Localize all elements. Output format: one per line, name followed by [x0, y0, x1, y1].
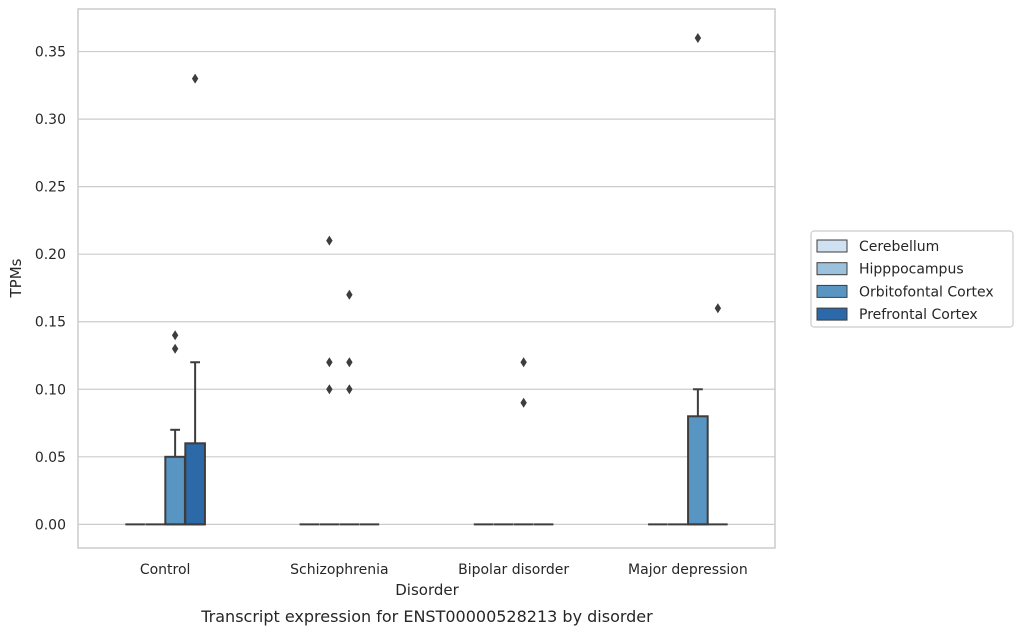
box-group — [184, 73, 206, 526]
legend-label: Cerebellum — [859, 239, 939, 255]
y-tick-label: 0.20 — [35, 247, 66, 263]
outlier-point — [346, 357, 353, 368]
legend-swatch — [816, 307, 848, 321]
outlier-point — [520, 357, 527, 368]
box-body — [164, 455, 186, 526]
x-axis-label: Disorder — [395, 581, 459, 599]
x-tick-label: Major depression — [628, 562, 748, 578]
outlier-point — [326, 235, 333, 246]
outlier-point — [346, 384, 353, 395]
y-tick-label: 0.05 — [35, 450, 66, 466]
outlier-point — [171, 343, 179, 354]
chart-caption: Transcript expression for ENST0000052821… — [200, 607, 653, 626]
outlier-point — [191, 73, 199, 84]
legend-label: Hipppocampus — [859, 262, 964, 278]
x-tick-label: Schizophrenia — [290, 562, 388, 578]
y-tick-label: 0.35 — [35, 45, 66, 61]
x-tick-label: Control — [140, 562, 191, 578]
box-body — [687, 415, 709, 526]
legend-swatch — [816, 239, 848, 253]
y-tick-label: 0.00 — [35, 517, 66, 533]
outlier-point — [346, 289, 353, 300]
box-body — [184, 442, 206, 526]
outlier-point — [520, 397, 527, 408]
outlier-point — [171, 330, 179, 341]
outlier-point — [326, 384, 333, 395]
boxes — [125, 33, 728, 526]
y-axis-ticks: 0.00 0.05 0.10 0.15 0.20 0.25 0.30 0.35 — [35, 45, 66, 534]
box-group — [164, 330, 186, 526]
x-tick-label: Bipolar disorder — [458, 562, 569, 578]
outlier-point — [694, 33, 702, 44]
box-group — [319, 235, 340, 526]
plot-frame — [77, 8, 776, 549]
legend-label: Prefrontal Cortex — [859, 307, 978, 323]
box-group — [687, 33, 709, 526]
legend-swatch — [816, 284, 848, 298]
box-group — [339, 289, 360, 526]
legend: Cerebellum Hipppocampus Orbitofontal Corte… — [810, 230, 1014, 328]
plot-border — [77, 8, 776, 549]
box-group — [708, 303, 728, 526]
x-axis-ticks: Control Schizophrenia Bipolar disorder Majo… — [140, 562, 748, 578]
outlier-point — [714, 303, 722, 314]
y-tick-label: 0.10 — [35, 382, 66, 398]
legend-label: Orbitofontal Cortex — [859, 284, 994, 300]
box-group — [513, 357, 534, 526]
legend-swatch — [816, 262, 848, 276]
legend-frame — [810, 230, 1014, 328]
outlier-point — [326, 357, 333, 368]
y-tick-label: 0.15 — [35, 315, 66, 331]
y-tick-label: 0.25 — [35, 180, 66, 196]
y-tick-label: 0.30 — [35, 112, 66, 128]
y-axis-label: TPMs — [7, 258, 25, 298]
